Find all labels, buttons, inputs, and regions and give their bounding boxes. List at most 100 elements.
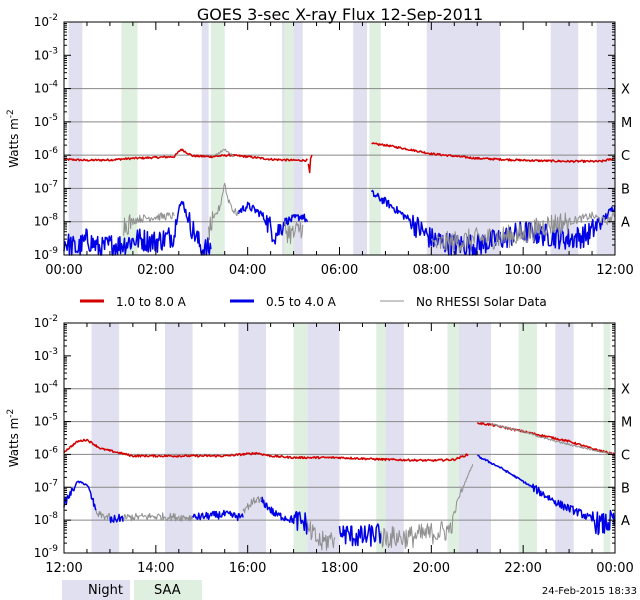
flare-class-label: M bbox=[621, 116, 632, 131]
night-band bbox=[91, 323, 120, 553]
x-tick-label: 14:00 bbox=[137, 561, 174, 576]
series-short-channel-line bbox=[191, 509, 244, 522]
flare-class-label: M bbox=[621, 416, 632, 431]
x-tick-label: 00:00 bbox=[596, 561, 633, 576]
legend-label-long-channel: 1.0 to 8.0 A bbox=[116, 295, 187, 309]
x-tick-label: 00:00 bbox=[45, 263, 82, 278]
saa-band bbox=[447, 323, 459, 553]
night-band bbox=[68, 22, 83, 255]
y-tick-base: 10 bbox=[34, 48, 49, 62]
saa-band bbox=[376, 323, 386, 553]
night-band bbox=[353, 22, 368, 255]
y-tick-base: 10 bbox=[34, 447, 49, 461]
x-tick-label: 10:00 bbox=[504, 263, 541, 278]
y-axis-label: Watts m-2 bbox=[6, 409, 21, 468]
y-tick-label: 10-5 bbox=[34, 413, 58, 429]
flare-class-label: A bbox=[621, 514, 630, 529]
y-tick-exponent: -6 bbox=[49, 146, 58, 156]
y-tick-exponent: -2 bbox=[49, 13, 58, 23]
saa-band bbox=[284, 22, 294, 255]
saa-band bbox=[210, 22, 225, 255]
y-tick-base: 10 bbox=[34, 546, 49, 560]
y-axis-label-unit: Watts m bbox=[7, 118, 21, 168]
y-tick-exponent: -2 bbox=[49, 314, 58, 324]
y-tick-base: 10 bbox=[34, 115, 49, 129]
series-short-channel-line bbox=[477, 454, 616, 536]
night-band bbox=[238, 323, 267, 553]
legend-label-short-channel: 0.5 to 4.0 A bbox=[266, 295, 337, 309]
legend-label-no-rhessi: No RHESSI Solar Data bbox=[416, 295, 547, 309]
y-tick-label: 10-3 bbox=[34, 46, 58, 62]
y-tick-base: 10 bbox=[34, 513, 49, 527]
y-tick-exponent: -7 bbox=[49, 179, 58, 189]
night-band bbox=[458, 323, 492, 553]
flare-class-label: A bbox=[621, 216, 630, 231]
series-short-channel-line bbox=[63, 200, 212, 256]
series-no-rhessi-line bbox=[215, 148, 235, 157]
y-axis-label-exponent: -2 bbox=[6, 409, 16, 418]
y-tick-base: 10 bbox=[34, 480, 49, 494]
x-tick-label: 06:00 bbox=[321, 263, 358, 278]
x-tick-label: 08:00 bbox=[413, 263, 450, 278]
series-no-rhessi-line bbox=[208, 182, 239, 241]
saa-band bbox=[369, 22, 381, 255]
y-tick-exponent: -5 bbox=[49, 113, 58, 123]
y-tick-exponent: -3 bbox=[49, 46, 58, 56]
flare-class-label: X bbox=[621, 383, 630, 398]
y-tick-base: 10 bbox=[34, 382, 49, 396]
y-tick-label: 10-9 bbox=[34, 246, 59, 262]
legend-swatch-night bbox=[62, 580, 130, 600]
legend-label-night: Night bbox=[88, 583, 123, 598]
y-tick-label: 10-8 bbox=[34, 511, 59, 527]
y-tick-base: 10 bbox=[34, 181, 49, 195]
night-band bbox=[201, 22, 209, 255]
flare-class-label: B bbox=[621, 481, 630, 496]
band-legend: Night SAA bbox=[62, 580, 202, 600]
flare-class-label: C bbox=[621, 448, 630, 463]
y-tick-exponent: -8 bbox=[49, 511, 58, 521]
series-no-rhessi-line bbox=[123, 212, 175, 236]
y-tick-base: 10 bbox=[34, 215, 49, 229]
night-band bbox=[307, 323, 340, 553]
y-tick-label: 10-6 bbox=[34, 445, 59, 461]
y-tick-base: 10 bbox=[34, 316, 49, 330]
bottom-panel-chart: ABCMX10-910-810-710-610-510-410-310-2Wat… bbox=[6, 314, 634, 576]
y-tick-base: 10 bbox=[34, 349, 49, 363]
series-no-rhessi-line bbox=[490, 422, 616, 456]
y-axis-label-unit: Watts m bbox=[7, 418, 21, 468]
y-tick-base: 10 bbox=[34, 15, 49, 29]
legend-label-saa: SAA bbox=[154, 583, 181, 598]
series-legend: 1.0 to 8.0 A 0.5 to 4.0 A No RHESSI Sola… bbox=[80, 295, 547, 309]
legend-swatch-saa bbox=[134, 580, 202, 600]
y-tick-exponent: -4 bbox=[49, 380, 58, 390]
x-tick-label: 02:00 bbox=[137, 263, 174, 278]
x-tick-label: 22:00 bbox=[504, 561, 541, 576]
x-tick-label: 12:00 bbox=[45, 561, 82, 576]
series-short-channel-line bbox=[109, 513, 125, 524]
series-no-rhessi-line bbox=[283, 220, 304, 245]
night-band bbox=[555, 323, 574, 553]
y-tick-label: 10-4 bbox=[34, 80, 59, 96]
y-tick-exponent: -9 bbox=[49, 544, 58, 554]
night-band bbox=[426, 22, 501, 255]
generation-timestamp: 24-Feb-2015 18:33 bbox=[542, 586, 637, 597]
series-long-channel-line bbox=[63, 438, 469, 463]
x-tick-label: 20:00 bbox=[413, 561, 450, 576]
y-tick-label: 10-7 bbox=[34, 179, 58, 195]
saa-band bbox=[603, 323, 611, 553]
saa-band bbox=[121, 22, 138, 255]
y-tick-exponent: -5 bbox=[49, 413, 58, 423]
y-tick-exponent: -3 bbox=[49, 347, 58, 357]
series-no-rhessi-line bbox=[242, 496, 262, 514]
y-tick-label: 10-2 bbox=[34, 13, 58, 29]
series-short-channel-line bbox=[260, 496, 309, 535]
saa-band bbox=[518, 323, 537, 553]
flare-class-label: C bbox=[621, 149, 630, 164]
x-tick-label: 18:00 bbox=[321, 561, 358, 576]
y-tick-label: 10-6 bbox=[34, 146, 59, 162]
x-tick-label: 16:00 bbox=[229, 561, 266, 576]
y-tick-base: 10 bbox=[34, 82, 49, 96]
night-band bbox=[596, 22, 615, 255]
y-axis-label: Watts m-2 bbox=[6, 109, 21, 168]
y-tick-label: 10-4 bbox=[34, 380, 59, 396]
